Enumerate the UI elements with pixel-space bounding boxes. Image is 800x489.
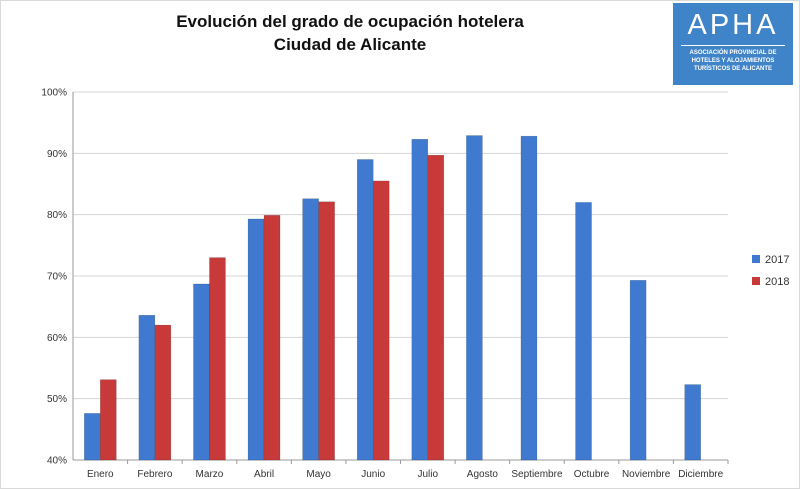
bar-2018-enero: [100, 379, 117, 461]
bar-2018-junio: [372, 180, 390, 461]
x-tick-label: Enero: [87, 469, 114, 480]
bar-2018-julio: [427, 154, 445, 461]
bar-2017-enero: [84, 413, 101, 461]
x-tick-label: Febrero: [137, 469, 172, 480]
legend-label-2017: 2017: [765, 254, 789, 266]
bar-2018-mayo: [318, 201, 335, 461]
x-tick-label: Marzo: [196, 469, 224, 480]
legend-label-2018: 2018: [765, 276, 789, 288]
y-tick-label: 80%: [47, 210, 67, 221]
apha-logo: APHA ASOCIACIÓN PROVINCIAL DE HOTELES Y …: [673, 3, 793, 85]
bar-2017-junio: [356, 159, 374, 461]
bar-2017-julio: [411, 138, 429, 461]
y-tick-label: 50%: [47, 394, 67, 405]
bar-2017-diciembre: [684, 384, 701, 461]
bar-2017-septiembre: [520, 135, 538, 461]
bar-2018-marzo: [209, 257, 226, 461]
chart-subtitle: Ciudad de Alicante: [273, 35, 427, 54]
x-tick-label: Mayo: [306, 469, 331, 480]
x-tick-label: Septiembre: [511, 469, 563, 480]
x-tick-label: Diciembre: [678, 469, 723, 480]
legend-swatch-2017: [752, 255, 760, 263]
x-tick-label: Agosto: [467, 469, 499, 480]
x-tick-label: Abril: [254, 469, 274, 480]
x-tick-label: Junio: [361, 469, 385, 480]
bar-2017-mayo: [302, 198, 319, 461]
y-tick-label: 40%: [47, 456, 67, 467]
x-tick-label: Octubre: [574, 469, 610, 480]
bar-2017-abril: [247, 218, 265, 461]
y-tick-label: 100%: [41, 88, 67, 99]
logo-divider: [681, 45, 785, 46]
legend-swatch-2018: [752, 277, 760, 285]
bar-2017-febrero: [138, 315, 156, 461]
y-tick-label: 60%: [47, 333, 67, 344]
logo-text: APHA: [687, 9, 779, 41]
logo-subtitle: ASOCIACIÓN PROVINCIAL DE HOTELES Y ALOJA…: [689, 50, 777, 72]
bar-2017-marzo: [193, 283, 210, 461]
x-tick-label: Julio: [418, 469, 439, 480]
y-tick-label: 90%: [47, 149, 67, 160]
x-tick-label: Noviembre: [622, 469, 671, 480]
y-tick-label: 70%: [47, 272, 67, 283]
bar-2017-octubre: [575, 202, 592, 461]
bar-2018-febrero: [154, 324, 172, 461]
chart-title: Evolución del grado de ocupación hoteler…: [176, 12, 524, 31]
bar-2017-noviembre: [629, 280, 647, 461]
bar-2018-abril: [263, 215, 281, 461]
bar-2017-agosto: [466, 135, 483, 461]
